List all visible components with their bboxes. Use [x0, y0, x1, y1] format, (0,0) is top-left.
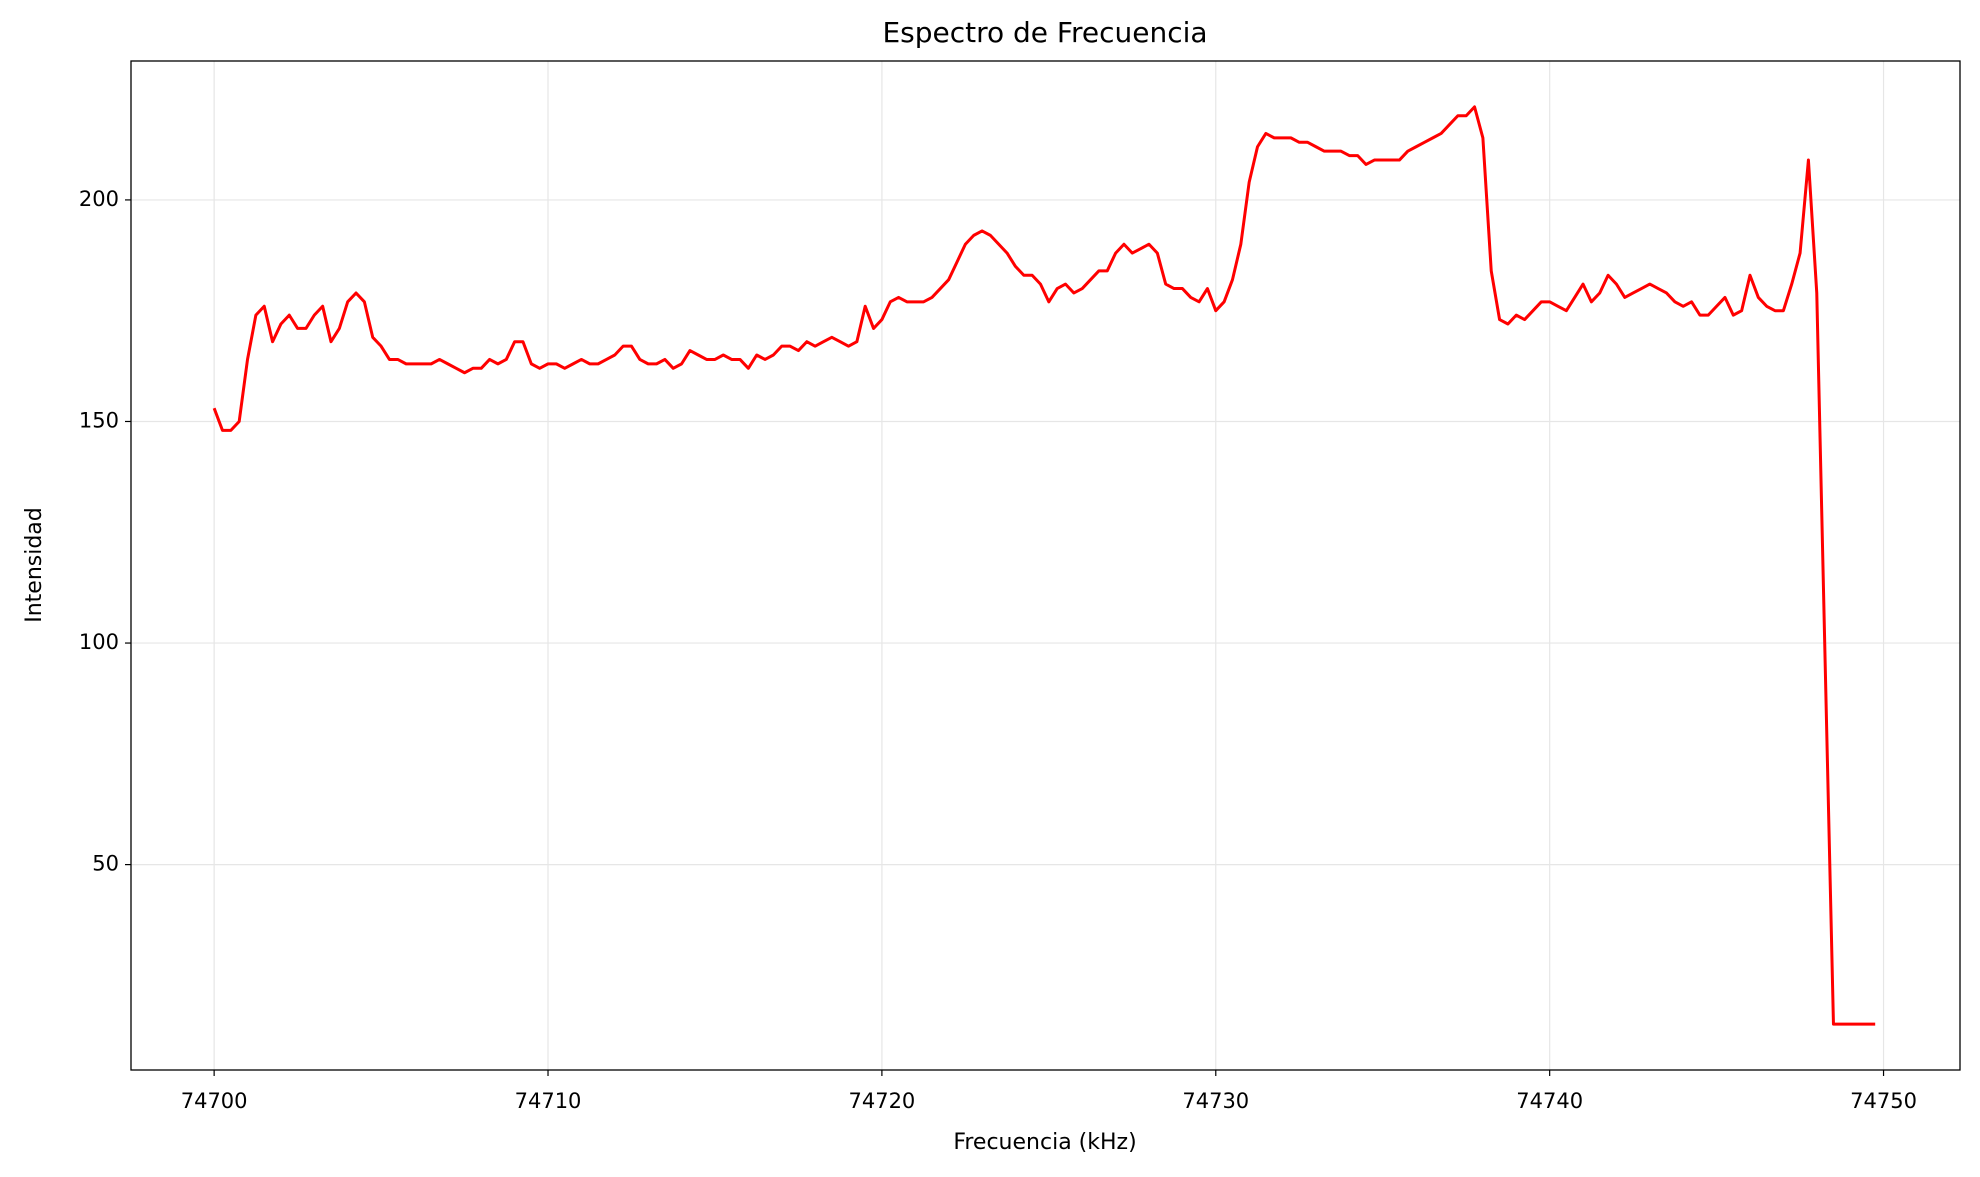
x-tick-label: 74730 [1182, 1089, 1249, 1113]
y-tick-label: 150 [79, 408, 119, 432]
x-tick-label: 74710 [515, 1089, 582, 1113]
x-tick-label: 74750 [1850, 1089, 1917, 1113]
y-tick-label: 200 [79, 187, 119, 211]
data-line [212, 105, 1876, 1026]
plot-frame [130, 60, 1961, 1071]
x-tick-label: 74700 [181, 1089, 248, 1113]
chart-title: Espectro de Frecuencia [882, 16, 1207, 49]
x-tick-label: 74720 [848, 1089, 915, 1113]
x-tick-label: 74740 [1516, 1089, 1583, 1113]
y-tick-label: 50 [92, 852, 119, 876]
x-axis-label: Frecuencia (kHz) [953, 1130, 1136, 1155]
y-tick-label: 100 [79, 630, 119, 654]
y-axis-label: Intensidad [22, 507, 47, 623]
